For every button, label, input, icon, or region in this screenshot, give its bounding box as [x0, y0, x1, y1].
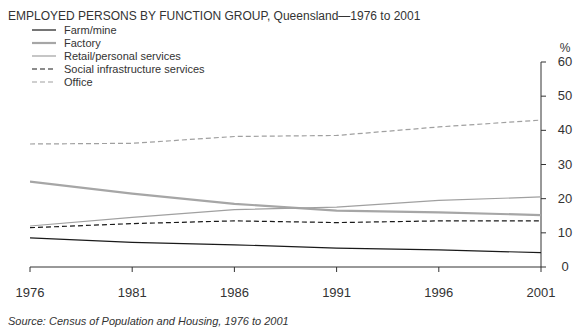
y-axis-label: % — [560, 41, 571, 55]
legend-swatch — [32, 68, 56, 69]
x-tick-label: 1981 — [118, 285, 147, 300]
y-tick-label: 20 — [558, 191, 572, 206]
y-tick — [541, 130, 546, 131]
legend-label: Factory — [64, 37, 101, 49]
legend-swatch — [32, 55, 56, 56]
x-tick — [336, 267, 337, 272]
y-tick — [541, 267, 546, 268]
x-tick — [30, 267, 31, 272]
x-tick-label: 1986 — [220, 285, 249, 300]
x-tick — [541, 267, 542, 272]
plot-area — [30, 120, 541, 253]
x-tick-label: 2001 — [527, 285, 556, 300]
y-tick — [541, 96, 546, 97]
x-tick-label: 1991 — [322, 285, 351, 300]
y-tick-label: 50 — [558, 88, 572, 103]
series-line — [30, 120, 541, 144]
source-note: Source: Census of Population and Housing… — [8, 315, 289, 327]
legend-label: Farm/mine — [64, 24, 117, 36]
series-line — [30, 182, 541, 215]
legend-label: Office — [64, 76, 93, 88]
legend-label: Social infrastructure services — [64, 63, 205, 75]
series-line — [30, 238, 541, 253]
x-tick-label: 1996 — [424, 285, 453, 300]
x-tick — [132, 267, 133, 272]
legend-swatch — [32, 42, 56, 44]
legend-label: Retail/personal services — [64, 50, 181, 62]
series-line — [30, 221, 541, 228]
y-tick — [541, 164, 546, 165]
y-tick-label: 30 — [558, 157, 572, 172]
legend-swatch — [32, 81, 56, 82]
title: EMPLOYED PERSONS BY FUNCTION GROUP, Quee… — [8, 9, 421, 23]
y-tick-label: 60 — [558, 54, 572, 69]
y-tick-label: 10 — [558, 225, 572, 240]
y-tick — [541, 62, 546, 63]
y-tick — [541, 198, 546, 199]
chart: EMPLOYED PERSONS BY FUNCTION GROUP, Quee… — [0, 0, 579, 335]
y-tick-label: 40 — [558, 122, 572, 137]
legend-swatch — [32, 29, 56, 30]
x-tick-label: 1976 — [16, 285, 45, 300]
x-tick — [234, 267, 235, 272]
y-tick — [541, 232, 546, 233]
x-axis — [30, 267, 541, 268]
series-line — [30, 197, 541, 226]
y-tick-label: 0 — [561, 259, 568, 274]
x-tick — [438, 267, 439, 272]
